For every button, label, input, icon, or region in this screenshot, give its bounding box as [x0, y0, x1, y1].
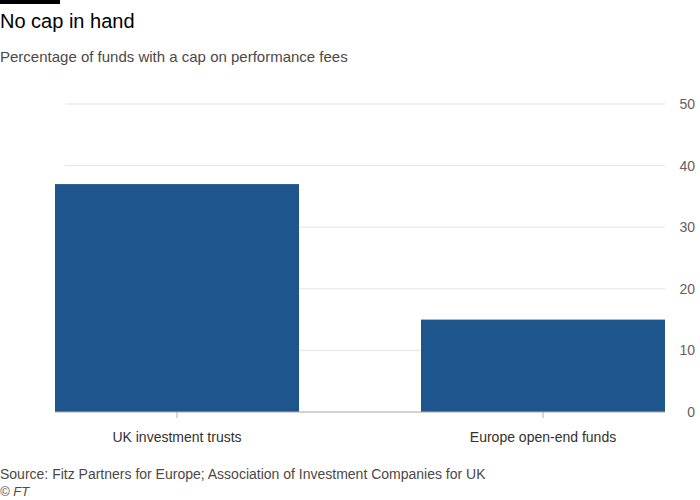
subtitle: Percentage of funds with a cap on perfor…	[0, 48, 348, 65]
brand-bar	[0, 0, 60, 4]
x-tick	[177, 412, 178, 418]
bar	[421, 320, 665, 412]
bars	[55, 184, 665, 412]
y-tick-label: 0	[687, 404, 695, 420]
y-tick-label: 40	[679, 158, 695, 174]
source: Source: Fitz Partners for Europe; Associ…	[0, 466, 486, 482]
y-tick-label: 10	[679, 342, 695, 358]
title: No cap in hand	[0, 10, 135, 32]
grid-line	[65, 104, 665, 105]
x-tick	[543, 412, 544, 418]
chart-svg: No cap in hand Percentage of funds with a…	[0, 0, 700, 500]
credit: © FT	[0, 484, 30, 499]
y-tick-label: 30	[679, 219, 695, 235]
x-tick-label: Europe open-end funds	[470, 429, 616, 445]
x-axis: UK investment trusts Europe open-end fund…	[112, 412, 616, 445]
grid-line	[65, 165, 665, 166]
y-tick-label: 50	[679, 96, 695, 112]
y-tick-label: 20	[679, 281, 695, 297]
x-axis-line	[55, 412, 665, 413]
chart-container: No cap in hand Percentage of funds with a…	[0, 0, 700, 500]
x-tick-label: UK investment trusts	[112, 429, 241, 445]
bar	[55, 184, 299, 412]
